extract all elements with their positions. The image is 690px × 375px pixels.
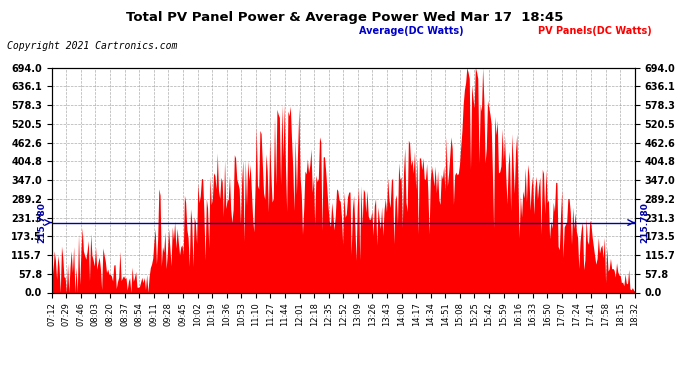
Text: Copyright 2021 Cartronics.com: Copyright 2021 Cartronics.com <box>7 41 177 51</box>
Text: Average(DC Watts): Average(DC Watts) <box>359 26 464 36</box>
Text: PV Panels(DC Watts): PV Panels(DC Watts) <box>538 26 652 36</box>
Text: 215.780: 215.780 <box>37 202 46 243</box>
Text: Total PV Panel Power & Average Power Wed Mar 17  18:45: Total PV Panel Power & Average Power Wed… <box>126 11 564 24</box>
Text: 215.780: 215.780 <box>640 202 649 243</box>
